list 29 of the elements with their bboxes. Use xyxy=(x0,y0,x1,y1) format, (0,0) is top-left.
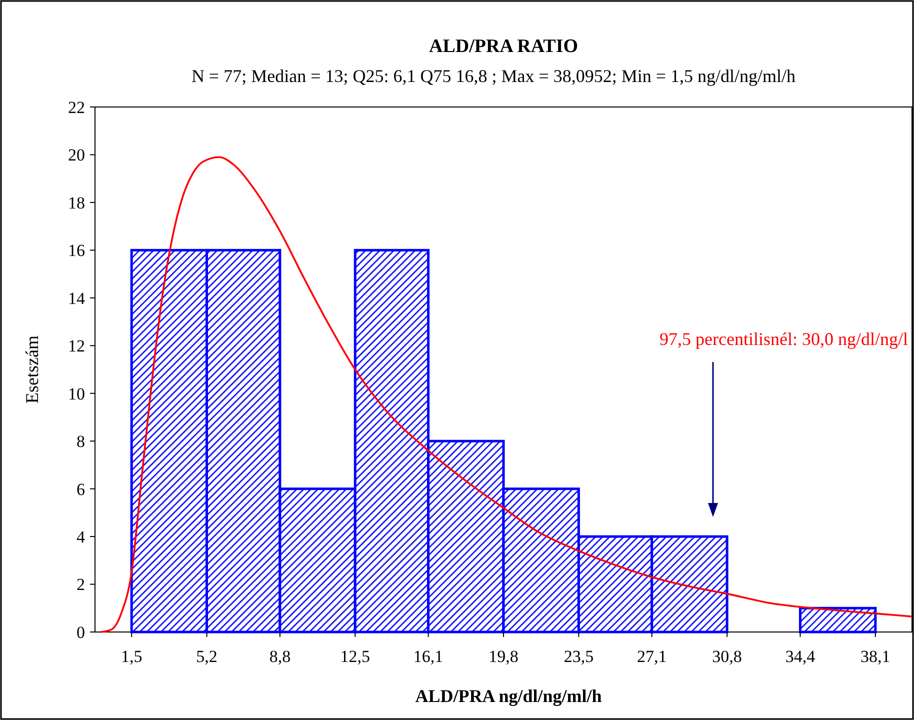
x-tick-label: 38,1 xyxy=(860,647,890,666)
y-axis-title: Esetszám xyxy=(22,336,42,404)
y-tick-label: 22 xyxy=(68,98,85,117)
chart-title: ALD/PRA RATIO xyxy=(428,36,578,57)
x-tick-label: 30,8 xyxy=(712,647,742,666)
x-tick-label: 16,1 xyxy=(413,647,444,666)
x-tick-label: 19,8 xyxy=(488,647,518,666)
y-tick-label: 12 xyxy=(68,336,85,356)
y-tick-label: 14 xyxy=(68,288,86,308)
y-tick-label: 18 xyxy=(68,193,85,212)
x-tick-label: 5,2 xyxy=(196,647,218,666)
y-tick-label: 16 xyxy=(68,241,85,260)
y-tick-label: 6 xyxy=(76,480,85,499)
x-tick-label: 34,4 xyxy=(785,647,816,666)
y-tick-label: 8 xyxy=(76,432,85,452)
y-tick-label: 20 xyxy=(68,146,85,165)
x-tick-label: 8,8 xyxy=(269,647,291,666)
x-tick-label: 1,5 xyxy=(120,647,142,666)
y-tick-label: 2 xyxy=(76,575,85,594)
y-tick-label: 0 xyxy=(76,622,85,642)
x-axis-title: ALD/PRA ng/dl/ng/ml/h xyxy=(415,686,602,706)
x-tick-label: 23,5 xyxy=(564,647,594,666)
x-tick-label: 27,1 xyxy=(636,647,667,666)
annotation: 97,5 percentilisnél: 30,0 ng/dl/ng/l xyxy=(660,329,908,349)
y-tick-label: 4 xyxy=(76,527,86,546)
y-tick-label: 10 xyxy=(68,384,85,404)
x-tick-label: 12,5 xyxy=(340,647,370,666)
chart-subtitle: N = 77; Median = 13; Q25: 6,1 Q75 16,8 ; Max = 38,0952; Min = 1,5 ng/dl/ng/ml/h xyxy=(191,66,796,86)
line-series xyxy=(100,156,913,633)
